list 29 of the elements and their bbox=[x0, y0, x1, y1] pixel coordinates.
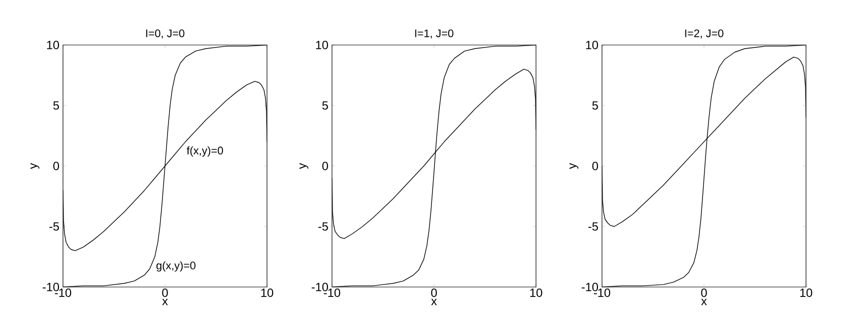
y-axis-title: y bbox=[300, 163, 308, 169]
annotation: g(x,y)=0 bbox=[156, 261, 196, 272]
y-tick-label: -5 bbox=[318, 222, 328, 231]
x-tick-label: 10 bbox=[800, 288, 812, 297]
y-axis-title: y bbox=[30, 163, 40, 169]
x-axis-title: x bbox=[431, 298, 437, 306]
x-axis-title: x bbox=[162, 298, 168, 306]
y-tick-label: 10 bbox=[316, 40, 328, 50]
x-tick-label: 0 bbox=[431, 288, 437, 297]
y-tick-label: -5 bbox=[588, 222, 598, 231]
annotation: f(x,y)=0 bbox=[186, 146, 224, 157]
chart-title: I=1, J=0 bbox=[415, 29, 454, 39]
y-tick-label: 10 bbox=[586, 40, 598, 50]
y-tick-label: -5 bbox=[49, 222, 59, 231]
y-tick-label: 5 bbox=[322, 101, 328, 110]
x-tick-label: 0 bbox=[701, 288, 707, 297]
y-tick-label: 0 bbox=[53, 162, 60, 170]
chart-title: I=2, J=0 bbox=[685, 29, 724, 39]
y-tick-label: 0 bbox=[322, 162, 328, 170]
chart-title: I=0, J=0 bbox=[146, 29, 184, 39]
y-tick-label: 0 bbox=[592, 162, 598, 170]
x-tick-label: 10 bbox=[530, 288, 542, 297]
y-axis-title: y bbox=[570, 163, 578, 169]
x-tick-label: 10 bbox=[261, 288, 274, 297]
x-axis-title: x bbox=[701, 298, 707, 306]
y-tick-label: 10 bbox=[47, 40, 60, 50]
x-tick-label: 0 bbox=[162, 288, 168, 297]
y-tick-label: 5 bbox=[53, 101, 59, 110]
y-tick-label: 5 bbox=[592, 101, 598, 110]
